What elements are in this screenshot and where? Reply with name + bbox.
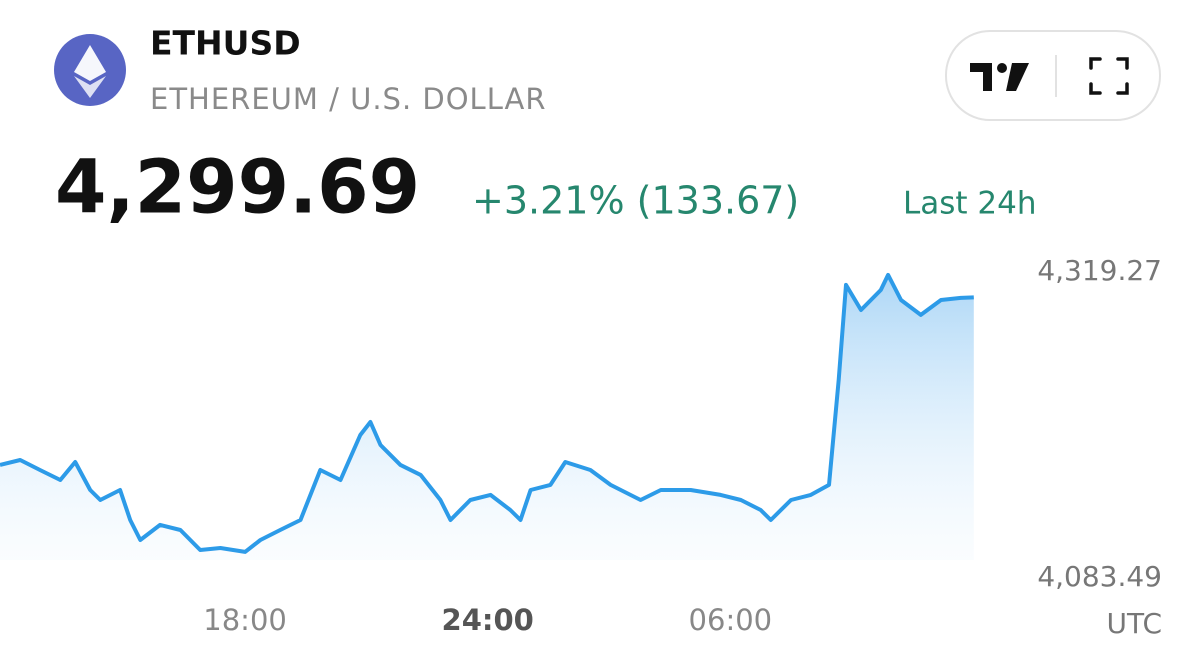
eth-icon [54,34,126,106]
symbol: ETHUSD [150,24,301,63]
period: Last 24h [903,186,1037,222]
y-tick-label: 4,083.49 [1037,560,1162,593]
price-change: +3.21% (133.67) [472,179,799,223]
tradingview-button[interactable] [970,63,1029,91]
x-tick-label: 24:00 [442,603,534,637]
price: 4,299.69 [55,145,420,231]
x-tick-label: 06:00 [689,603,773,637]
instrument-name: ETHEREUM / U.S. DOLLAR [150,82,547,116]
price-line [0,272,974,554]
y-tick-label: 4,319.27 [1037,254,1162,287]
x-tick-label: 18:00 [203,603,287,637]
toolbar [945,30,1161,121]
fullscreen-button[interactable] [1089,57,1129,95]
area-fill [0,274,974,560]
x-axis-label: UTC [1106,607,1162,640]
